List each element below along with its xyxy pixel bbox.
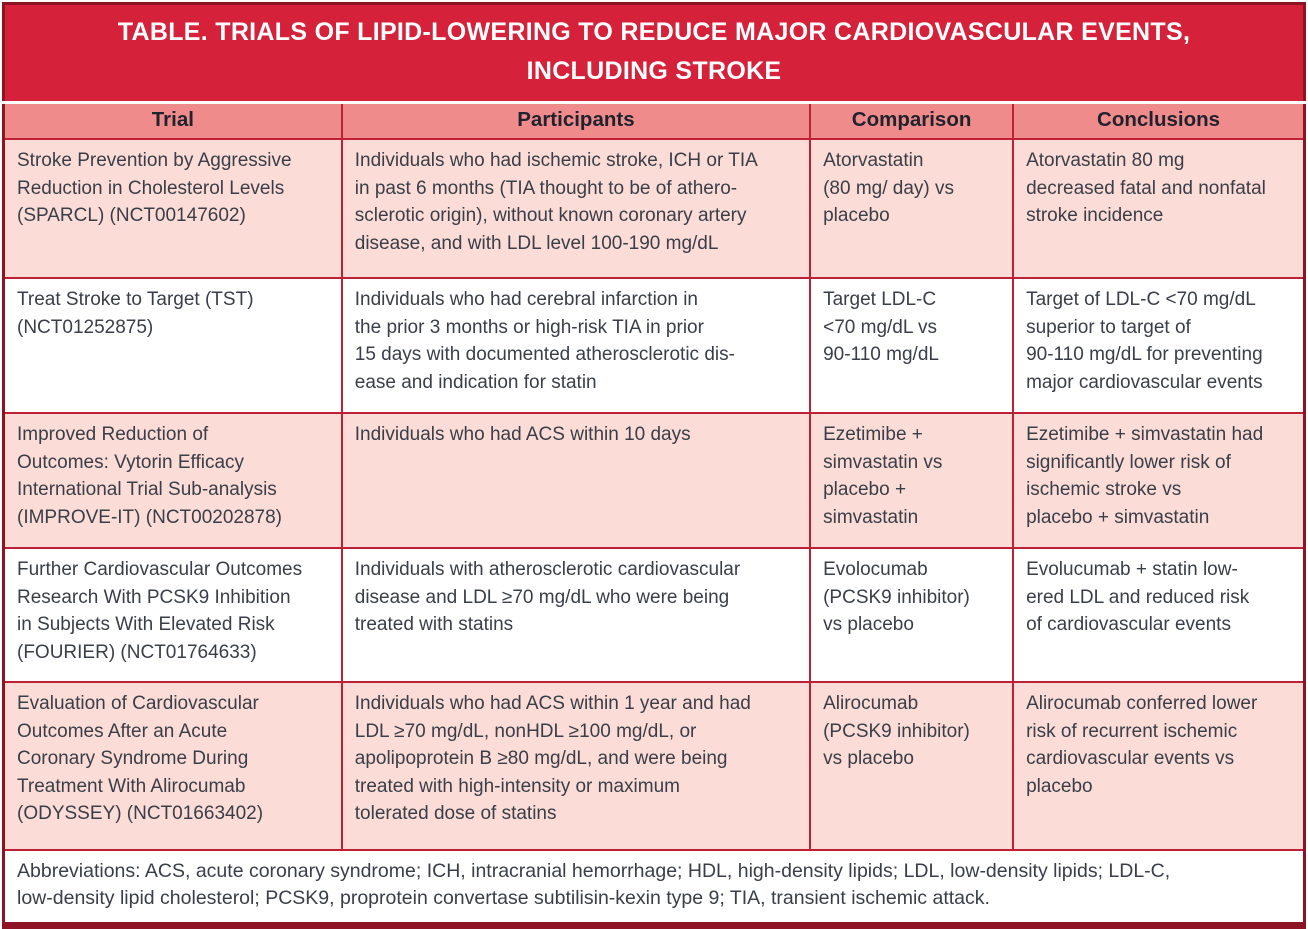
conclusions-cell: Atorvastatin 80 mg decreased fatal and n…	[1012, 138, 1306, 279]
conclusions-cell: Evolucumab + statin low- ered LDL and re…	[1012, 547, 1306, 683]
trial-cell: Stroke Prevention by Aggressive Reductio…	[2, 138, 343, 279]
table-row-fourier: Further Cardiovascular Outcomes Research…	[2, 547, 1306, 683]
participants-cell: Individuals who had ACS within 1 year an…	[340, 681, 812, 851]
conclusions-cell: Alirocumab conferred lower risk of recur…	[1012, 681, 1306, 851]
participants-cell: Individuals with atherosclerotic cardiov…	[340, 547, 812, 683]
comparison-cell: Alirocumab (PCSK9 inhibitor) vs placebo	[809, 681, 1015, 851]
comparison-cell: Evolocumab (PCSK9 inhibitor) vs placebo	[809, 547, 1015, 683]
table-title: TABLE. TRIALS OF LIPID-LOWERING TO REDUC…	[3, 3, 1305, 104]
conclusions-cell: Ezetimibe + simvastatin had significantl…	[1012, 412, 1306, 549]
trial-cell: Evaluation of Cardiovascular Outcomes Af…	[2, 681, 343, 851]
abbreviations-footnote: Abbreviations: ACS, acute coronary syndr…	[2, 849, 1306, 927]
column-header-trial: Trial	[2, 100, 343, 140]
column-header-participants: Participants	[340, 100, 812, 140]
table-row-improve-it: Improved Reduction of Outcomes: Vytorin …	[2, 412, 1306, 549]
table-title-row: TABLE. TRIALS OF LIPID-LOWERING TO REDUC…	[3, 3, 1305, 104]
table-row-tst: Treat Stroke to Target (TST) (NCT0125287…	[2, 277, 1306, 414]
table-row-odyssey: Evaluation of Cardiovascular Outcomes Af…	[2, 681, 1306, 851]
trial-cell: Treat Stroke to Target (TST) (NCT0125287…	[2, 277, 343, 414]
table-row-sparcl: Stroke Prevention by Aggressive Reductio…	[2, 138, 1306, 279]
column-header-comparison: Comparison	[809, 100, 1015, 140]
participants-cell: Individuals who had ACS within 10 days	[340, 412, 812, 549]
conclusions-cell: Target of LDL-C <70 mg/dL superior to ta…	[1012, 277, 1306, 414]
participants-cell: Individuals who had cerebral infarction …	[340, 277, 812, 414]
trial-cell: Improved Reduction of Outcomes: Vytorin …	[2, 412, 343, 549]
footnote-row: Abbreviations: ACS, acute coronary syndr…	[2, 849, 1306, 927]
comparison-cell: Target LDL-C <70 mg/dL vs 90-110 mg/dL	[809, 277, 1015, 414]
participants-cell: Individuals who had ischemic stroke, ICH…	[340, 138, 812, 279]
column-header-conclusions: Conclusions	[1012, 100, 1306, 140]
comparison-cell: Ezetimibe + simvastatin vs placebo + sim…	[809, 412, 1015, 549]
column-header-row: Trial Participants Comparison Conclusion…	[2, 100, 1306, 140]
comparison-cell: Atorvastatin (80 mg/ day) vs placebo	[809, 138, 1015, 279]
trial-cell: Further Cardiovascular Outcomes Research…	[2, 547, 343, 683]
